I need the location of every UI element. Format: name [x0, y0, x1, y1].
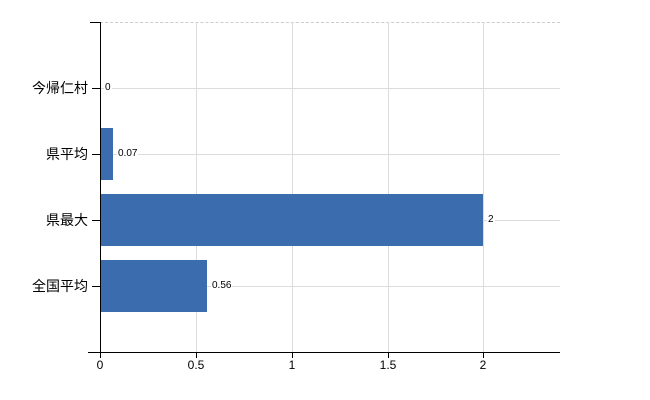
x-axis-line [88, 352, 560, 353]
x-gridline [483, 22, 484, 352]
x-gridline [388, 22, 389, 352]
y-axis-tick [92, 88, 100, 89]
y-axis-top-tick [90, 22, 100, 23]
value-label: 2 [487, 213, 495, 227]
value-label: 0 [104, 81, 112, 95]
x-axis-tick [100, 352, 101, 358]
x-axis-tick [483, 352, 484, 358]
x-tick-label: 1 [288, 358, 296, 372]
x-axis-tick [292, 352, 293, 358]
bar [100, 194, 483, 246]
category-label: 今帰仁村 [32, 80, 88, 96]
category-label: 県平均 [46, 146, 88, 162]
value-label: 0.56 [211, 279, 233, 293]
y-gridline [100, 88, 560, 89]
y-axis-tick [92, 220, 100, 221]
bar [100, 128, 113, 180]
category-label: 県最大 [46, 212, 88, 228]
category-label: 全国平均 [32, 278, 88, 294]
x-gridline [292, 22, 293, 352]
y-axis-tick [92, 286, 100, 287]
x-tick-label: 0.5 [187, 358, 205, 372]
plot-top-border [100, 22, 560, 23]
y-axis-tick [92, 154, 100, 155]
y-axis-line [100, 22, 101, 358]
x-tick-label: 2 [479, 358, 487, 372]
y-gridline [100, 154, 560, 155]
x-axis-tick [388, 352, 389, 358]
value-label: 0.07 [117, 147, 139, 161]
x-axis-tick [196, 352, 197, 358]
x-tick-label: 1.5 [379, 358, 397, 372]
x-gridline [196, 22, 197, 352]
bar [100, 260, 207, 312]
y-gridline [100, 286, 560, 287]
x-tick-label: 0 [96, 358, 104, 372]
